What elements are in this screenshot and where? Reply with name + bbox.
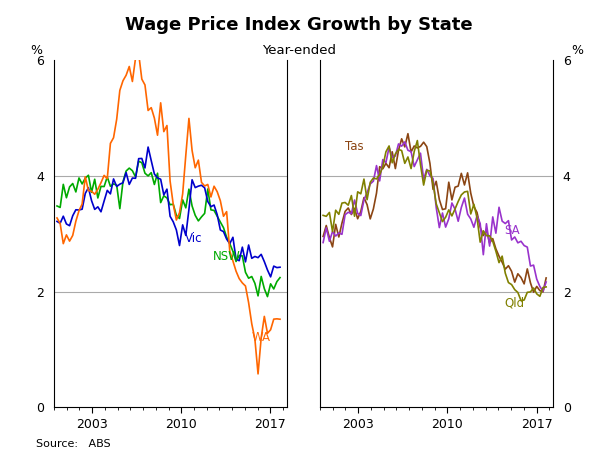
Text: NSW: NSW — [213, 250, 241, 263]
Text: Vic: Vic — [185, 232, 203, 245]
Text: Wage Price Index Growth by State: Wage Price Index Growth by State — [125, 16, 473, 34]
Text: Tas: Tas — [346, 140, 364, 153]
Text: Source:   ABS: Source: ABS — [36, 439, 111, 449]
Text: Qld: Qld — [505, 296, 525, 309]
Text: Year-ended: Year-ended — [262, 44, 336, 57]
Text: SA: SA — [505, 224, 520, 237]
Text: %: % — [572, 44, 584, 56]
Text: WA: WA — [251, 331, 270, 344]
Text: %: % — [30, 44, 42, 56]
